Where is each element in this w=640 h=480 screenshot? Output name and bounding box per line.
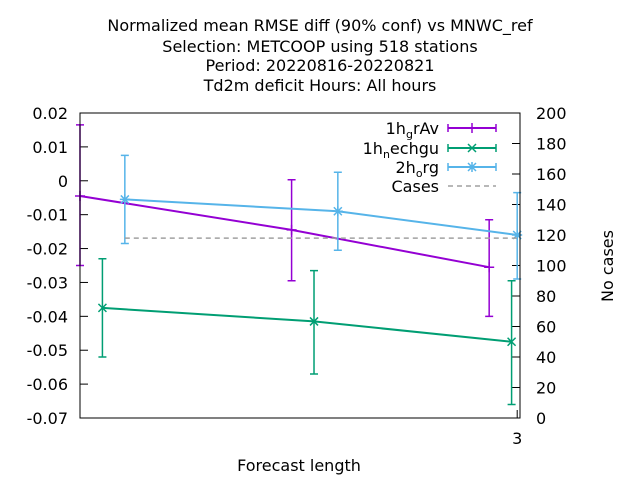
y-tick-label: -0.01: [27, 206, 68, 225]
legend-entry: 1hgrAv: [386, 119, 497, 141]
series-layer: [75, 124, 523, 406]
legend-error-cap: [447, 163, 497, 171]
title-line-2: Selection: METCOOP using 518 stations: [162, 37, 477, 56]
data-point: [286, 224, 297, 235]
y2-axis-label: No cases: [598, 230, 617, 302]
legend-marker: [467, 123, 477, 133]
y-tick-label: 0.02: [32, 104, 68, 123]
y2-tick-label: 0: [536, 409, 546, 428]
chart-title: Normalized mean RMSE diff (90% conf) vs …: [107, 16, 533, 95]
y2-tick-label: 160: [536, 165, 567, 184]
y-tick-label: 0.01: [32, 138, 68, 157]
legend-label: Cases: [392, 177, 440, 196]
y-tick-label: -0.02: [27, 240, 68, 259]
legend-marker: [467, 143, 477, 153]
legend-label: 1hgrAv: [386, 119, 439, 141]
y-tick-label: -0.05: [27, 341, 68, 360]
y2-tick-label: 140: [536, 196, 567, 215]
y2-tick-label: 60: [536, 318, 556, 337]
y2-tick-label: 200: [536, 104, 567, 123]
x-axis-ticks: 3: [512, 410, 522, 448]
y2-tick-label: 100: [536, 257, 567, 276]
legend-error-cap: [447, 144, 497, 152]
y-tick-label: -0.07: [27, 409, 68, 428]
y2-tick-label: 20: [536, 379, 556, 398]
y2-tick-label: 180: [536, 135, 567, 154]
x-axis-label: Forecast length: [237, 456, 361, 475]
y2-tick-label: 120: [536, 226, 567, 245]
data-point: [119, 194, 130, 205]
data-point: [507, 337, 517, 347]
data-point: [332, 206, 343, 217]
legend-label: 2horg: [395, 158, 439, 180]
legend-label: 1hnechgu: [363, 139, 439, 161]
data-point: [512, 230, 523, 240]
title-line-1: Normalized mean RMSE diff (90% conf) vs …: [107, 16, 533, 36]
data-point: [97, 303, 107, 313]
plot-border: [79, 112, 521, 419]
legend-entry: Cases: [392, 177, 496, 196]
y-axis-ticks: 0.02 0.01 0 -0.01 -0.02 -0.03 -0.04 -0.05 -0.06 -…: [27, 104, 88, 428]
y-tick-label: -0.03: [27, 273, 68, 292]
title-line-4: Td2m deficit Hours: All hours: [203, 76, 437, 95]
title-line-3: Period: 20220816-20220821: [205, 56, 434, 75]
x-tick-label: 3: [512, 429, 522, 448]
legend-error-cap: [447, 124, 497, 132]
data-point: [309, 316, 319, 326]
y2-tick-label: 80: [536, 287, 556, 306]
y-tick-label: -0.06: [27, 375, 68, 394]
y-tick-label: 0: [58, 172, 68, 191]
data-point: [484, 262, 495, 273]
series-2: [97, 257, 517, 406]
legend-marker: [467, 162, 477, 172]
y-tick-label: -0.04: [27, 307, 68, 326]
y2-tick-label: 40: [536, 348, 556, 367]
legend-entry: 2horg: [395, 158, 497, 180]
legend-entry: 1hnechgu: [363, 139, 497, 161]
